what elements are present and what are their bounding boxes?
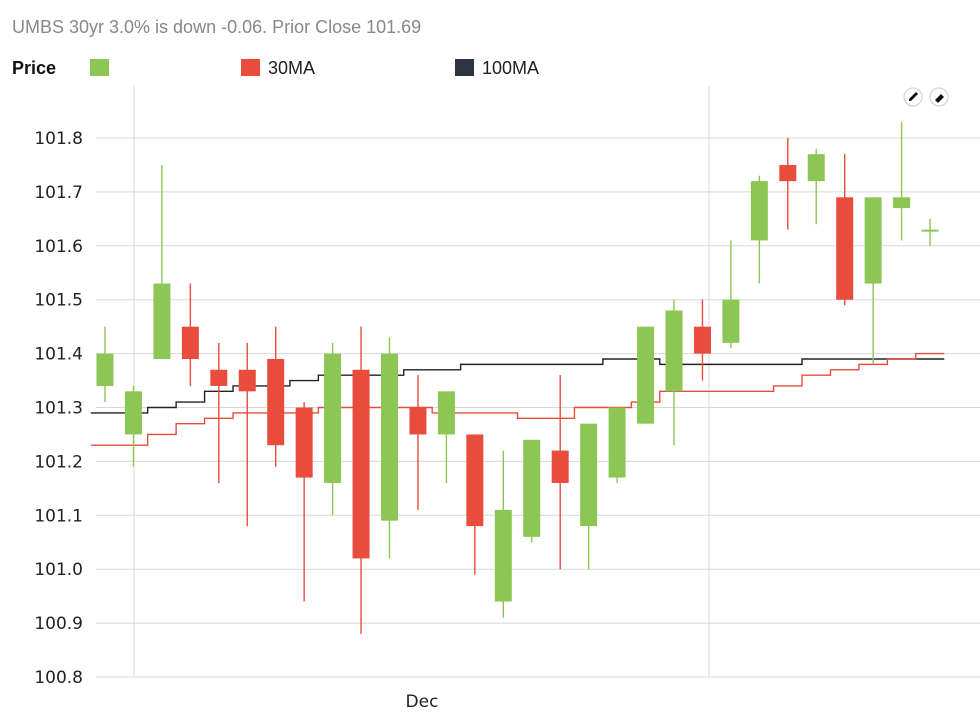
- y-tick-label: 101.5: [34, 291, 83, 311]
- candles: [96, 121, 939, 634]
- ma100-series: [90, 358, 945, 414]
- ma30-series: [90, 352, 945, 446]
- candle-body-down: [836, 197, 854, 300]
- y-tick-label: 101.1: [34, 506, 83, 526]
- y-tick-label: 101.7: [34, 183, 83, 203]
- candle[interactable]: [807, 148, 825, 225]
- pencil-icon: [909, 92, 918, 101]
- candle[interactable]: [722, 240, 740, 349]
- chart-header-title: UMBS 30yr 3.0% is down -0.06. Prior Clos…: [12, 17, 422, 37]
- candle-body-up: [864, 197, 882, 284]
- candle-body-up: [324, 353, 342, 483]
- candle[interactable]: [267, 326, 285, 467]
- ma100-line: [90, 358, 945, 414]
- candle-body-up: [608, 407, 626, 478]
- candle[interactable]: [295, 402, 313, 602]
- candle-body-up: [580, 423, 598, 527]
- price-swatch-icon[interactable]: [90, 59, 109, 76]
- candle-body-down: [238, 369, 256, 392]
- x-axis-ticks: Dec: [406, 692, 439, 712]
- candle-body-up: [494, 509, 512, 602]
- candle-body-up: [807, 154, 825, 182]
- y-tick-label: 101.6: [34, 237, 83, 257]
- candle-body-up: [750, 181, 768, 241]
- y-axis-ticks: 101.8 101.7 101.6 101.5 101.4 101.3 101.2 101.1…: [34, 129, 83, 688]
- legend-price-label: Price: [12, 58, 57, 78]
- candle-body-up: [523, 439, 541, 537]
- candle[interactable]: [893, 121, 911, 241]
- candle[interactable]: [324, 342, 342, 516]
- candle-body-down: [779, 164, 797, 182]
- candle-body-up: [921, 229, 939, 232]
- candle-body-up: [722, 299, 740, 343]
- candle[interactable]: [466, 434, 484, 575]
- candle-body-up: [153, 283, 171, 359]
- candle-body-up: [637, 326, 655, 424]
- y-tick-label: 101.3: [34, 399, 83, 419]
- y-tick-label: 101.4: [34, 345, 83, 365]
- candle[interactable]: [665, 299, 683, 446]
- ma30-swatch-icon[interactable]: [241, 59, 260, 76]
- candle[interactable]: [779, 138, 797, 230]
- candle-body-down: [295, 407, 313, 478]
- candle[interactable]: [437, 391, 455, 483]
- candle[interactable]: [523, 439, 541, 543]
- candle[interactable]: [409, 375, 427, 510]
- candle-body-down: [352, 369, 370, 559]
- candle-body-up: [96, 353, 114, 386]
- candle-body-up: [124, 391, 142, 435]
- candle[interactable]: [124, 385, 142, 467]
- candle[interactable]: [494, 450, 512, 618]
- y-tick-label: 100.8: [34, 668, 83, 688]
- candle-body-up: [665, 310, 683, 392]
- candle[interactable]: [608, 407, 626, 483]
- candle[interactable]: [181, 283, 199, 386]
- grid-lines: [96, 86, 980, 678]
- y-tick-label: 100.9: [34, 614, 83, 634]
- candle[interactable]: [921, 218, 939, 246]
- candle[interactable]: [210, 342, 228, 483]
- ma100-swatch-icon[interactable]: [455, 59, 474, 76]
- candle[interactable]: [96, 326, 114, 403]
- legend: Price 30MA 100MA: [12, 56, 712, 80]
- candle[interactable]: [352, 326, 370, 634]
- candle[interactable]: [551, 375, 569, 570]
- candle[interactable]: [836, 154, 854, 306]
- legend-ma100-text[interactable]: 100MA: [482, 58, 540, 78]
- candle-body-down: [267, 358, 285, 446]
- y-tick-label: 101.0: [34, 560, 83, 580]
- pencil-button[interactable]: [903, 87, 923, 107]
- candle[interactable]: [637, 326, 655, 424]
- candle-body-up: [893, 197, 911, 209]
- legend-ma30-text[interactable]: 30MA: [268, 58, 316, 78]
- candle-body-down: [693, 326, 711, 354]
- candle[interactable]: [693, 299, 711, 381]
- candle-body-down: [409, 407, 427, 435]
- candle[interactable]: [238, 342, 256, 527]
- y-tick-label: 101.8: [34, 129, 83, 149]
- candle-body-down: [551, 450, 569, 483]
- candle[interactable]: [381, 337, 398, 559]
- candle-body-down: [181, 326, 199, 359]
- candle[interactable]: [580, 423, 598, 570]
- candle-body-up: [381, 353, 398, 521]
- eraser-button[interactable]: [929, 87, 949, 107]
- ma30-line: [90, 352, 945, 446]
- candle[interactable]: [864, 197, 882, 365]
- x-tick-label: Dec: [406, 692, 439, 712]
- candle[interactable]: [750, 175, 768, 284]
- candle-body-down: [210, 369, 228, 386]
- candle-body-down: [466, 434, 484, 527]
- candle[interactable]: [153, 164, 171, 359]
- candle-body-up: [437, 391, 455, 435]
- eraser-icon: [935, 94, 944, 103]
- y-tick-label: 101.2: [34, 452, 83, 472]
